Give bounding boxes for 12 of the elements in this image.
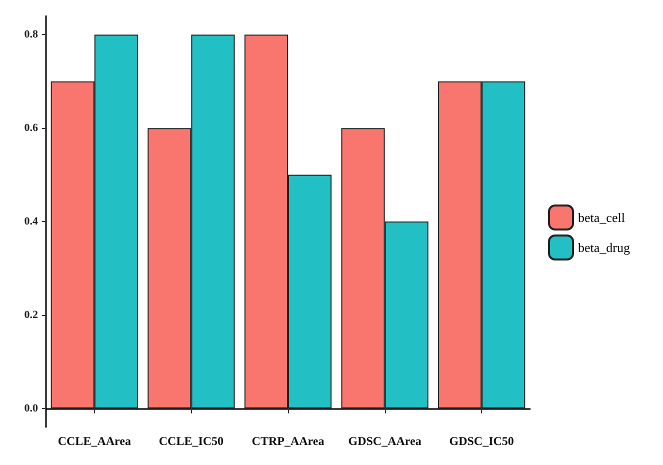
x-tick-label: CTRP_AArea xyxy=(252,434,324,448)
x-tick-label: CCLE_IC50 xyxy=(158,434,224,448)
legend-label: beta_drug xyxy=(578,240,630,255)
legend-label: beta_cell xyxy=(578,210,626,225)
x-tick-label: CCLE_AArea xyxy=(58,434,131,448)
y-tick-label: 0.8 xyxy=(24,28,38,41)
y-tick-label: 0.4 xyxy=(24,216,38,228)
y-tick-label: 0.6 xyxy=(24,122,38,134)
x-tick-label: GDSC_AArea xyxy=(348,434,422,448)
y-tick-label: 0.2 xyxy=(24,308,38,321)
y-tick-label: 0.0 xyxy=(24,402,38,414)
x-tick-label: GDSC_IC50 xyxy=(449,434,514,448)
